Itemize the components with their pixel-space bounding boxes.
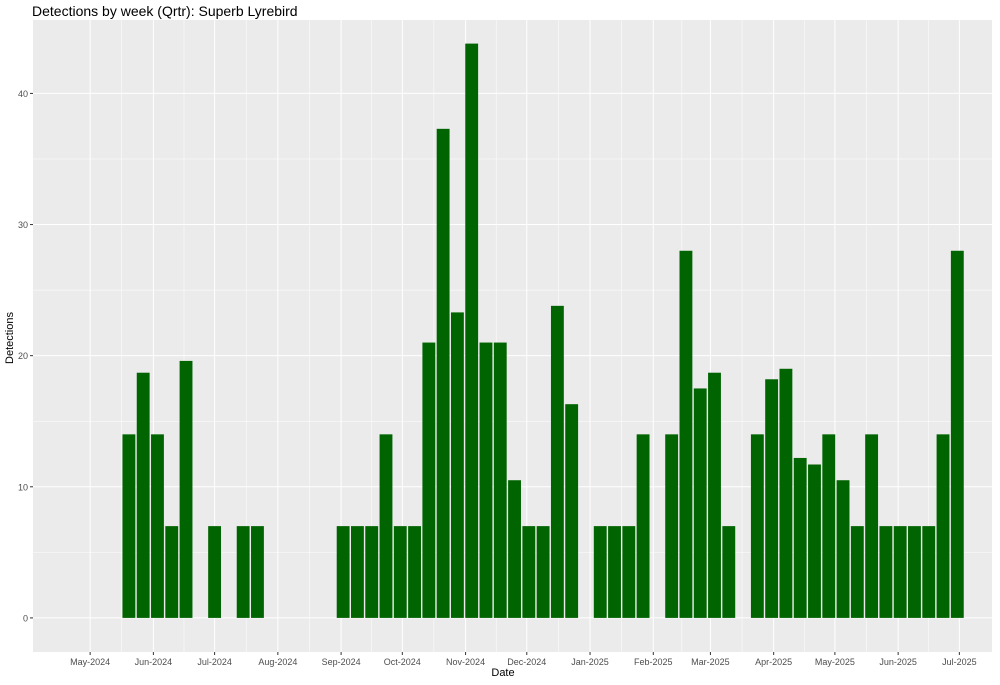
bar (251, 526, 264, 618)
bar (779, 368, 793, 618)
chart-title: Detections by week (Qrtr): Superb Lyrebi… (32, 3, 298, 19)
x-tick-label: Jan-2025 (571, 657, 609, 667)
bar (608, 526, 621, 618)
bar (479, 342, 493, 618)
x-tick-label: May-2025 (815, 657, 855, 667)
x-tick-label: Jun-2024 (135, 657, 173, 667)
x-tick-label: Sep-2024 (322, 657, 361, 667)
bar (365, 526, 379, 618)
bar (808, 464, 821, 618)
bar (836, 480, 850, 618)
bar (536, 526, 550, 618)
bar (336, 526, 350, 618)
x-tick-label: Mar-2025 (691, 657, 730, 667)
x-tick-label: Apr-2025 (755, 657, 792, 667)
bar (893, 526, 907, 618)
bar (750, 434, 764, 618)
bar (936, 434, 950, 618)
bar (465, 43, 479, 618)
bar (636, 434, 650, 618)
bar (850, 526, 864, 618)
bar (565, 404, 579, 618)
x-tick-label: Jun-2025 (879, 657, 917, 667)
y-axis-title: Detections (4, 312, 16, 364)
x-tick-label: Aug-2024 (258, 657, 297, 667)
bar (122, 434, 136, 618)
y-tick-label: 40 (18, 89, 28, 99)
bar (908, 526, 921, 618)
x-tick-label: Nov-2024 (446, 657, 485, 667)
bar (165, 526, 179, 618)
bar (208, 526, 222, 618)
bar (679, 250, 693, 618)
x-tick-label: Feb-2025 (634, 657, 673, 667)
bar (622, 526, 636, 618)
x-tick-label: Jul-2024 (197, 657, 232, 667)
bar (151, 434, 164, 618)
bar (450, 312, 464, 618)
bar (436, 128, 450, 618)
x-tick-label: Jul-2025 (942, 657, 977, 667)
bar (351, 526, 364, 618)
bar (865, 434, 879, 618)
y-tick-label: 30 (18, 220, 28, 230)
bar (708, 372, 721, 618)
y-tick-label: 20 (18, 351, 28, 361)
y-tick-label: 0 (23, 613, 28, 623)
x-tick-label: Dec-2024 (507, 657, 546, 667)
bar (422, 342, 436, 618)
x-tick-label: Oct-2024 (384, 657, 421, 667)
bar (408, 526, 421, 618)
y-tick-label: 10 (18, 482, 28, 492)
bar (508, 480, 521, 618)
bar (693, 388, 707, 618)
bar (179, 360, 193, 618)
bar (822, 434, 836, 618)
bar (950, 250, 964, 618)
bar (393, 526, 407, 618)
bar (722, 526, 736, 618)
bar (550, 305, 564, 618)
bar (522, 526, 536, 618)
bar (379, 434, 393, 618)
bar (922, 526, 936, 618)
x-axis-title: Date (491, 667, 515, 679)
bar (593, 526, 607, 618)
bar (236, 526, 250, 618)
bar (765, 379, 779, 618)
bar (136, 372, 150, 618)
bar (879, 526, 893, 618)
bar (493, 342, 507, 618)
bar (793, 457, 807, 618)
x-tick-label: May-2024 (70, 657, 110, 667)
bar (665, 434, 679, 618)
